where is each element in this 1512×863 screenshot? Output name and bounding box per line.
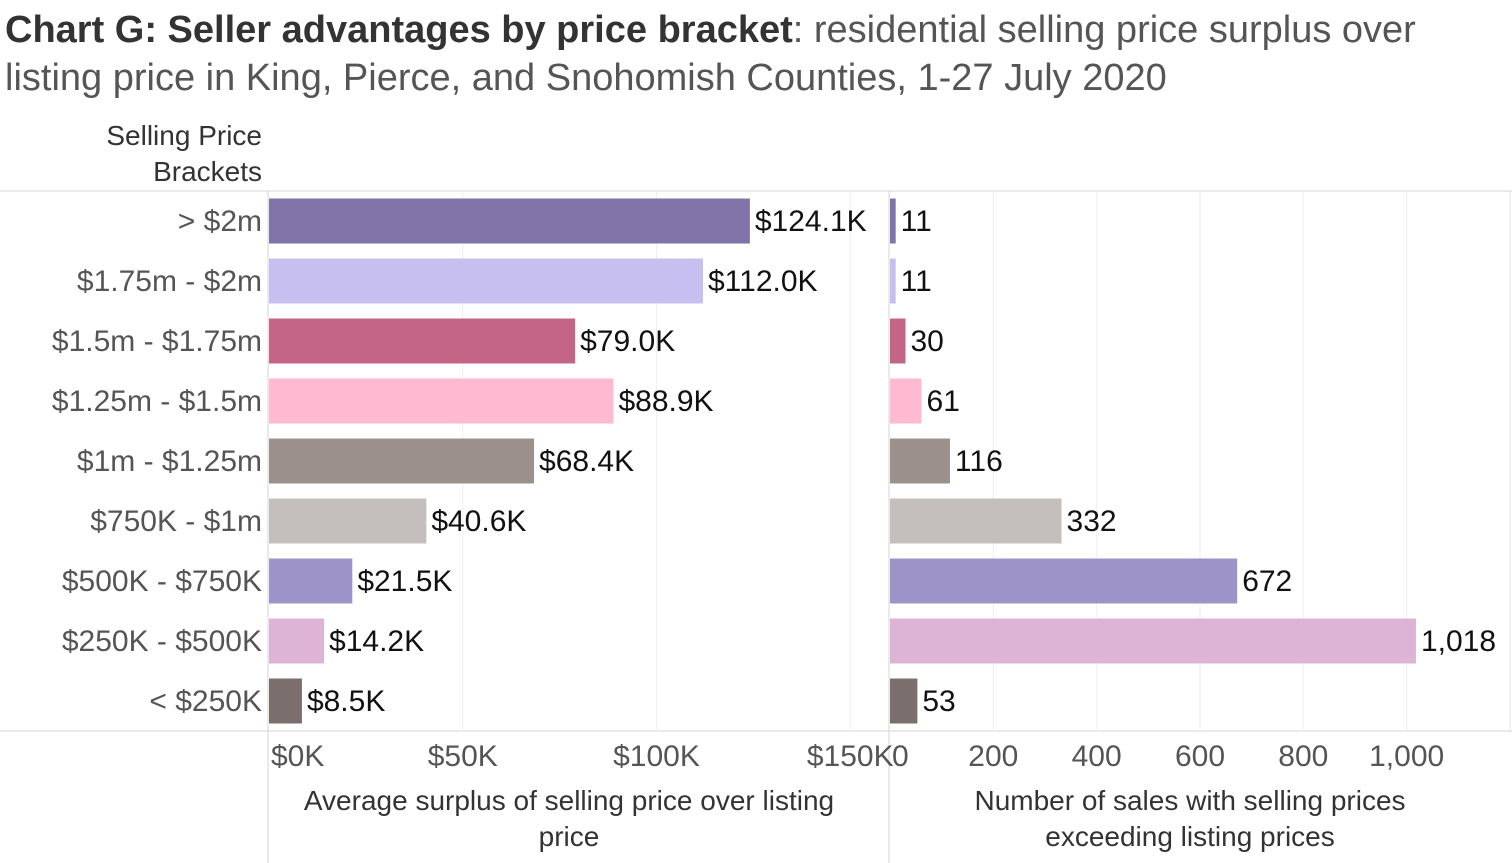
- count-data-label: 1,018: [1421, 625, 1496, 658]
- surplus-data-label: $112.0K: [708, 265, 818, 298]
- surplus-bar: [269, 438, 535, 484]
- category-label: > $2m: [178, 205, 262, 238]
- surplus-bar: [269, 198, 750, 244]
- count-tick-label: 600: [1175, 740, 1225, 773]
- count-bar: [890, 618, 1416, 664]
- surplus-bar: [269, 558, 353, 604]
- count-bar: [890, 378, 922, 424]
- count-tick-label: 1,000: [1369, 740, 1444, 773]
- category-label: $750K - $1m: [90, 505, 262, 538]
- count-bar: [890, 318, 906, 364]
- surplus-bar: [269, 258, 703, 304]
- row-header: Selling Price Brackets: [2, 118, 262, 190]
- surplus-bar: [269, 378, 614, 424]
- count-bar: [890, 558, 1238, 604]
- surplus-data-label: $14.2K: [329, 625, 424, 658]
- category-label: $1m - $1.25m: [77, 445, 262, 478]
- row-header-line-2: Brackets: [153, 156, 262, 187]
- count-data-label: 332: [1067, 505, 1117, 538]
- count-tick-label: 800: [1278, 740, 1328, 773]
- count-data-label: 61: [927, 385, 960, 418]
- count-bar: [890, 438, 950, 484]
- count-bar: [890, 198, 896, 244]
- surplus-axis-title: Average surplus of selling price over li…: [304, 785, 834, 816]
- surplus-data-label: $79.0K: [580, 325, 675, 358]
- surplus-tick-label: $100K: [613, 740, 700, 773]
- count-data-label: 11: [901, 205, 932, 238]
- count-data-label: 11: [901, 265, 932, 298]
- surplus-bar: [269, 318, 576, 364]
- category-label: $500K - $750K: [62, 565, 262, 598]
- category-label: $1.75m - $2m: [77, 265, 262, 298]
- count-data-label: 53: [922, 685, 955, 718]
- surplus-axis-title: price: [539, 821, 600, 852]
- count-bar: [890, 258, 896, 304]
- surplus-data-label: $124.1K: [755, 205, 867, 238]
- surplus-tick-label: $150K: [807, 740, 894, 773]
- count-tick-label: 400: [1072, 740, 1122, 773]
- count-data-label: 30: [911, 325, 944, 358]
- count-tick-label: 0: [892, 740, 909, 773]
- category-label: $1.5m - $1.75m: [52, 325, 262, 358]
- chart-title: Chart G: Seller advantages by price brac…: [5, 6, 1505, 102]
- count-axis-title: Number of sales with selling prices: [974, 785, 1405, 816]
- count-bar: [890, 498, 1062, 544]
- surplus-tick-label: $0K: [271, 740, 324, 773]
- surplus-bar: [269, 498, 427, 544]
- surplus-data-label: $8.5K: [307, 685, 385, 718]
- category-label: < $250K: [149, 685, 262, 718]
- chart-title-bold: Chart G: Seller advantages by price brac…: [5, 9, 793, 51]
- surplus-data-label: $21.5K: [357, 565, 452, 598]
- count-data-label: 672: [1242, 565, 1292, 598]
- surplus-bar: [269, 678, 302, 724]
- surplus-data-label: $88.9K: [618, 385, 713, 418]
- surplus-tick-label: $50K: [428, 740, 498, 773]
- row-header-line-1: Selling Price: [106, 120, 262, 151]
- count-axis-title: exceeding listing prices: [1045, 821, 1335, 852]
- chart-title-rest: : residential selling price surplus over…: [5, 9, 1416, 99]
- count-bar: [890, 678, 918, 724]
- category-label: $1.25m - $1.5m: [52, 385, 262, 418]
- count-tick-label: 200: [968, 740, 1018, 773]
- surplus-data-label: $40.6K: [431, 505, 526, 538]
- category-label: $250K - $500K: [62, 625, 262, 658]
- count-data-label: 116: [955, 445, 1003, 478]
- surplus-data-label: $68.4K: [539, 445, 634, 478]
- surplus-bar: [269, 618, 325, 664]
